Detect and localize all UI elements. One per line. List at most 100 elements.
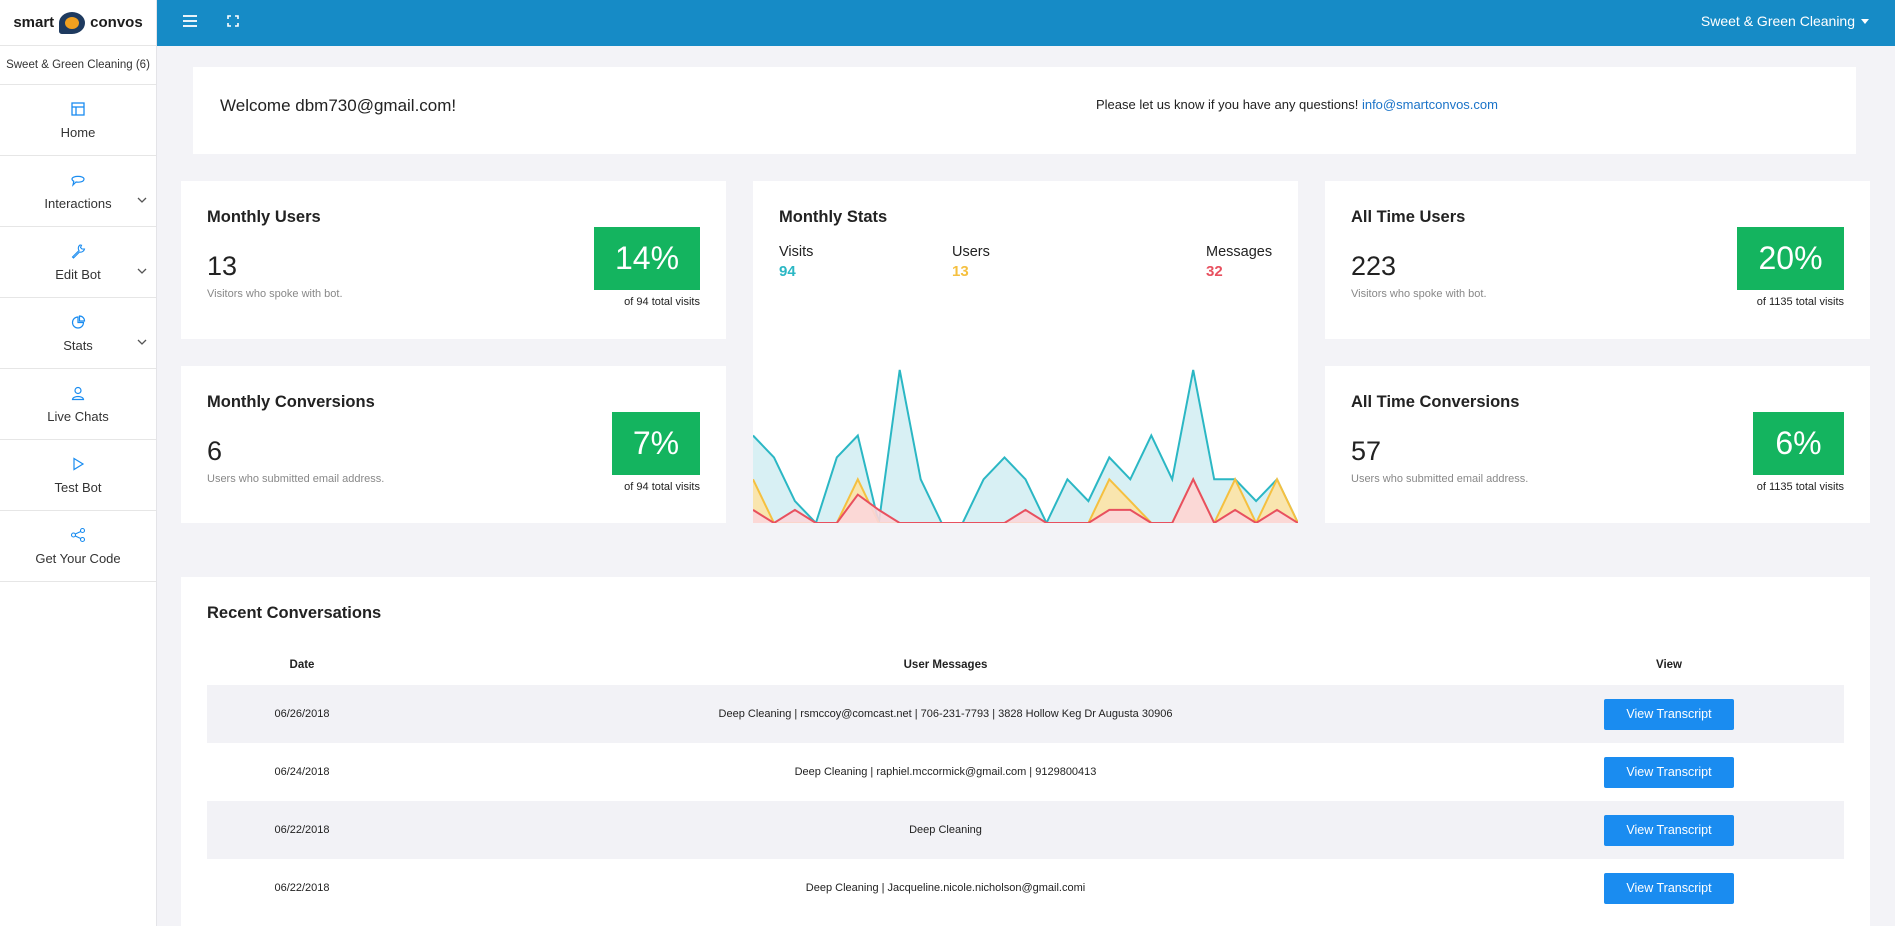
contact-line: Please let us know if you have any quest… — [1096, 97, 1498, 112]
sidebar-item-label: Edit Bot — [55, 266, 101, 282]
chevron-down-icon — [137, 339, 147, 345]
brand-word-smart: smart — [13, 14, 55, 31]
card-description: Visitors who spoke with bot. — [1351, 288, 1487, 300]
view-transcript-button[interactable]: View Transcript — [1604, 756, 1734, 788]
percent-badge: 6% — [1753, 412, 1844, 475]
layout-icon — [71, 101, 85, 116]
view-transcript-button[interactable]: View Transcript — [1604, 698, 1734, 730]
card-title: All Time Conversions — [1351, 393, 1520, 411]
chevron-down-icon — [137, 197, 147, 203]
sidebar-item-edit-bot[interactable]: Edit Bot — [0, 227, 156, 298]
percent-note: of 94 total visits — [624, 481, 700, 493]
monthly-conversions-card: Monthly Conversions 6 Users who submitte… — [181, 366, 726, 523]
column-header-user-messages: User Messages — [903, 659, 988, 671]
card-value: 57 — [1351, 436, 1382, 466]
row-view-cell: View Transcript — [1494, 801, 1844, 859]
row-date: 06/22/2018 — [274, 882, 330, 894]
view-transcript-button[interactable]: View Transcript — [1604, 872, 1734, 904]
account-label: Sweet & Green Cleaning (6) — [0, 46, 156, 85]
card-title: Recent Conversations — [207, 604, 382, 622]
card-title: Monthly Users — [207, 208, 321, 226]
card-description: Visitors who spoke with bot. — [207, 288, 343, 300]
chat-bubble-logo-icon — [59, 11, 86, 34]
users-label: Users — [952, 244, 990, 260]
welcome-message: Welcome dbm730@gmail.com! — [220, 96, 457, 115]
table-header-row: Date User Messages View — [207, 645, 1844, 685]
brand-word-convos: convos — [90, 14, 143, 31]
row-date: 06/24/2018 — [274, 766, 330, 778]
messages-series-line — [753, 476, 1298, 523]
row-view-cell: View Transcript — [1494, 685, 1844, 743]
sidebar-item-test-bot[interactable]: Test Bot — [0, 440, 156, 511]
sidebar-item-label: Test Bot — [54, 479, 102, 495]
user-icon — [71, 386, 85, 400]
sidebar: smart convos Sweet & Green Cleaning (6) … — [0, 0, 157, 926]
account-dropdown[interactable]: Sweet & Green Cleaning — [1701, 13, 1869, 29]
visits-value: 94 — [779, 263, 796, 280]
table-row: 06/22/2018 Deep Cleaning | Jacqueline.ni… — [207, 859, 1844, 917]
monthly-stats-area-chart — [753, 369, 1298, 523]
table-row: 06/22/2018 Deep Cleaning View Transcript — [207, 801, 1844, 859]
row-messages: Deep Cleaning | raphiel.mccormick@gmail.… — [794, 766, 1097, 778]
card-value: 223 — [1351, 251, 1397, 281]
wrench-icon — [71, 243, 86, 259]
sidebar-item-get-your-code[interactable]: Get Your Code — [0, 511, 156, 582]
top-navbar: Sweet & Green Cleaning — [157, 0, 1895, 46]
messages-label: Messages — [1206, 244, 1273, 260]
contact-email-link[interactable]: info@smartconvos.com — [1361, 97, 1498, 112]
card-value: 13 — [207, 251, 238, 281]
percent-note: of 1135 total visits — [1756, 481, 1844, 493]
share-icon — [70, 527, 86, 542]
messages-value: 32 — [1206, 263, 1223, 280]
play-icon — [73, 456, 85, 471]
monthly-users-card: Monthly Users 13 Visitors who spoke with… — [181, 181, 726, 339]
sidebar-item-live-chats[interactable]: Live Chats — [0, 369, 156, 440]
table-row: 06/24/2018 Deep Cleaning | raphiel.mccor… — [207, 743, 1844, 801]
hamburger-menu-icon[interactable] — [181, 12, 199, 30]
welcome-card: Welcome dbm730@gmail.com! Please let us … — [193, 67, 1856, 154]
column-header-date: Date — [289, 659, 315, 671]
row-messages: Deep Cleaning | rsmccoy@comcast.net | 70… — [397, 685, 1494, 743]
card-description: Users who submitted email address. — [207, 473, 385, 485]
monthly-stats-card: Monthly Stats Visits 94 Users 13 Message… — [753, 181, 1298, 523]
visits-series-area — [753, 369, 1298, 523]
alltime-users-card: All Time Users 223 Visitors who spoke wi… — [1325, 181, 1870, 339]
row-view-cell: View Transcript — [1494, 743, 1844, 801]
card-title: Monthly Conversions — [207, 393, 375, 411]
visits-series-line — [753, 369, 1298, 523]
percent-badge: 20% — [1737, 227, 1844, 290]
row-date: 06/26/2018 — [207, 685, 397, 743]
percent-badge: 7% — [612, 412, 700, 475]
recent-conversations-card: Recent Conversations Date User Messages … — [181, 577, 1870, 926]
pie-icon — [71, 314, 86, 329]
caret-down-icon — [1861, 18, 1869, 24]
row-view-cell: View Transcript — [1494, 859, 1844, 917]
sidebar-item-label: Home — [60, 124, 96, 140]
card-description: Users who submitted email address. — [1351, 473, 1529, 485]
percent-note: of 94 total visits — [624, 296, 700, 308]
sidebar-item-label: Interactions — [44, 195, 112, 211]
account-name: Sweet & Green Cleaning — [1700, 13, 1855, 29]
visits-label: Visits — [779, 244, 814, 260]
alltime-conversions-card: All Time Conversions 57 Users who submit… — [1325, 366, 1870, 523]
card-title: Monthly Stats — [779, 208, 888, 226]
card-value: 6 — [207, 436, 223, 466]
sidebar-item-interactions[interactable]: Interactions — [0, 156, 156, 227]
row-date: 06/22/2018 — [207, 801, 397, 859]
brand-logo[interactable]: smart convos — [0, 0, 156, 46]
sidebar-item-stats[interactable]: Stats — [0, 298, 156, 369]
fullscreen-icon[interactable] — [224, 12, 242, 30]
users-value: 13 — [952, 263, 969, 280]
percent-badge: 14% — [594, 227, 700, 290]
visits-stat: Visits 94 — [779, 244, 813, 280]
sidebar-item-label: Stats — [63, 337, 93, 353]
contact-prefix: Please let us know if you have any quest… — [1096, 97, 1359, 112]
conversations-table: Date User Messages View 06/26/2018 Deep … — [207, 645, 1844, 917]
table-row: 06/26/2018 Deep Cleaning | rsmccoy@comca… — [207, 685, 1844, 743]
chat-icon — [71, 175, 85, 187]
row-messages: Deep Cleaning — [397, 801, 1494, 859]
row-messages: Deep Cleaning | Jacqueline.nicole.nichol… — [805, 882, 1086, 894]
view-transcript-button[interactable]: View Transcript — [1604, 814, 1734, 846]
sidebar-item-home[interactable]: Home — [0, 85, 156, 156]
card-title: All Time Users — [1351, 208, 1466, 226]
